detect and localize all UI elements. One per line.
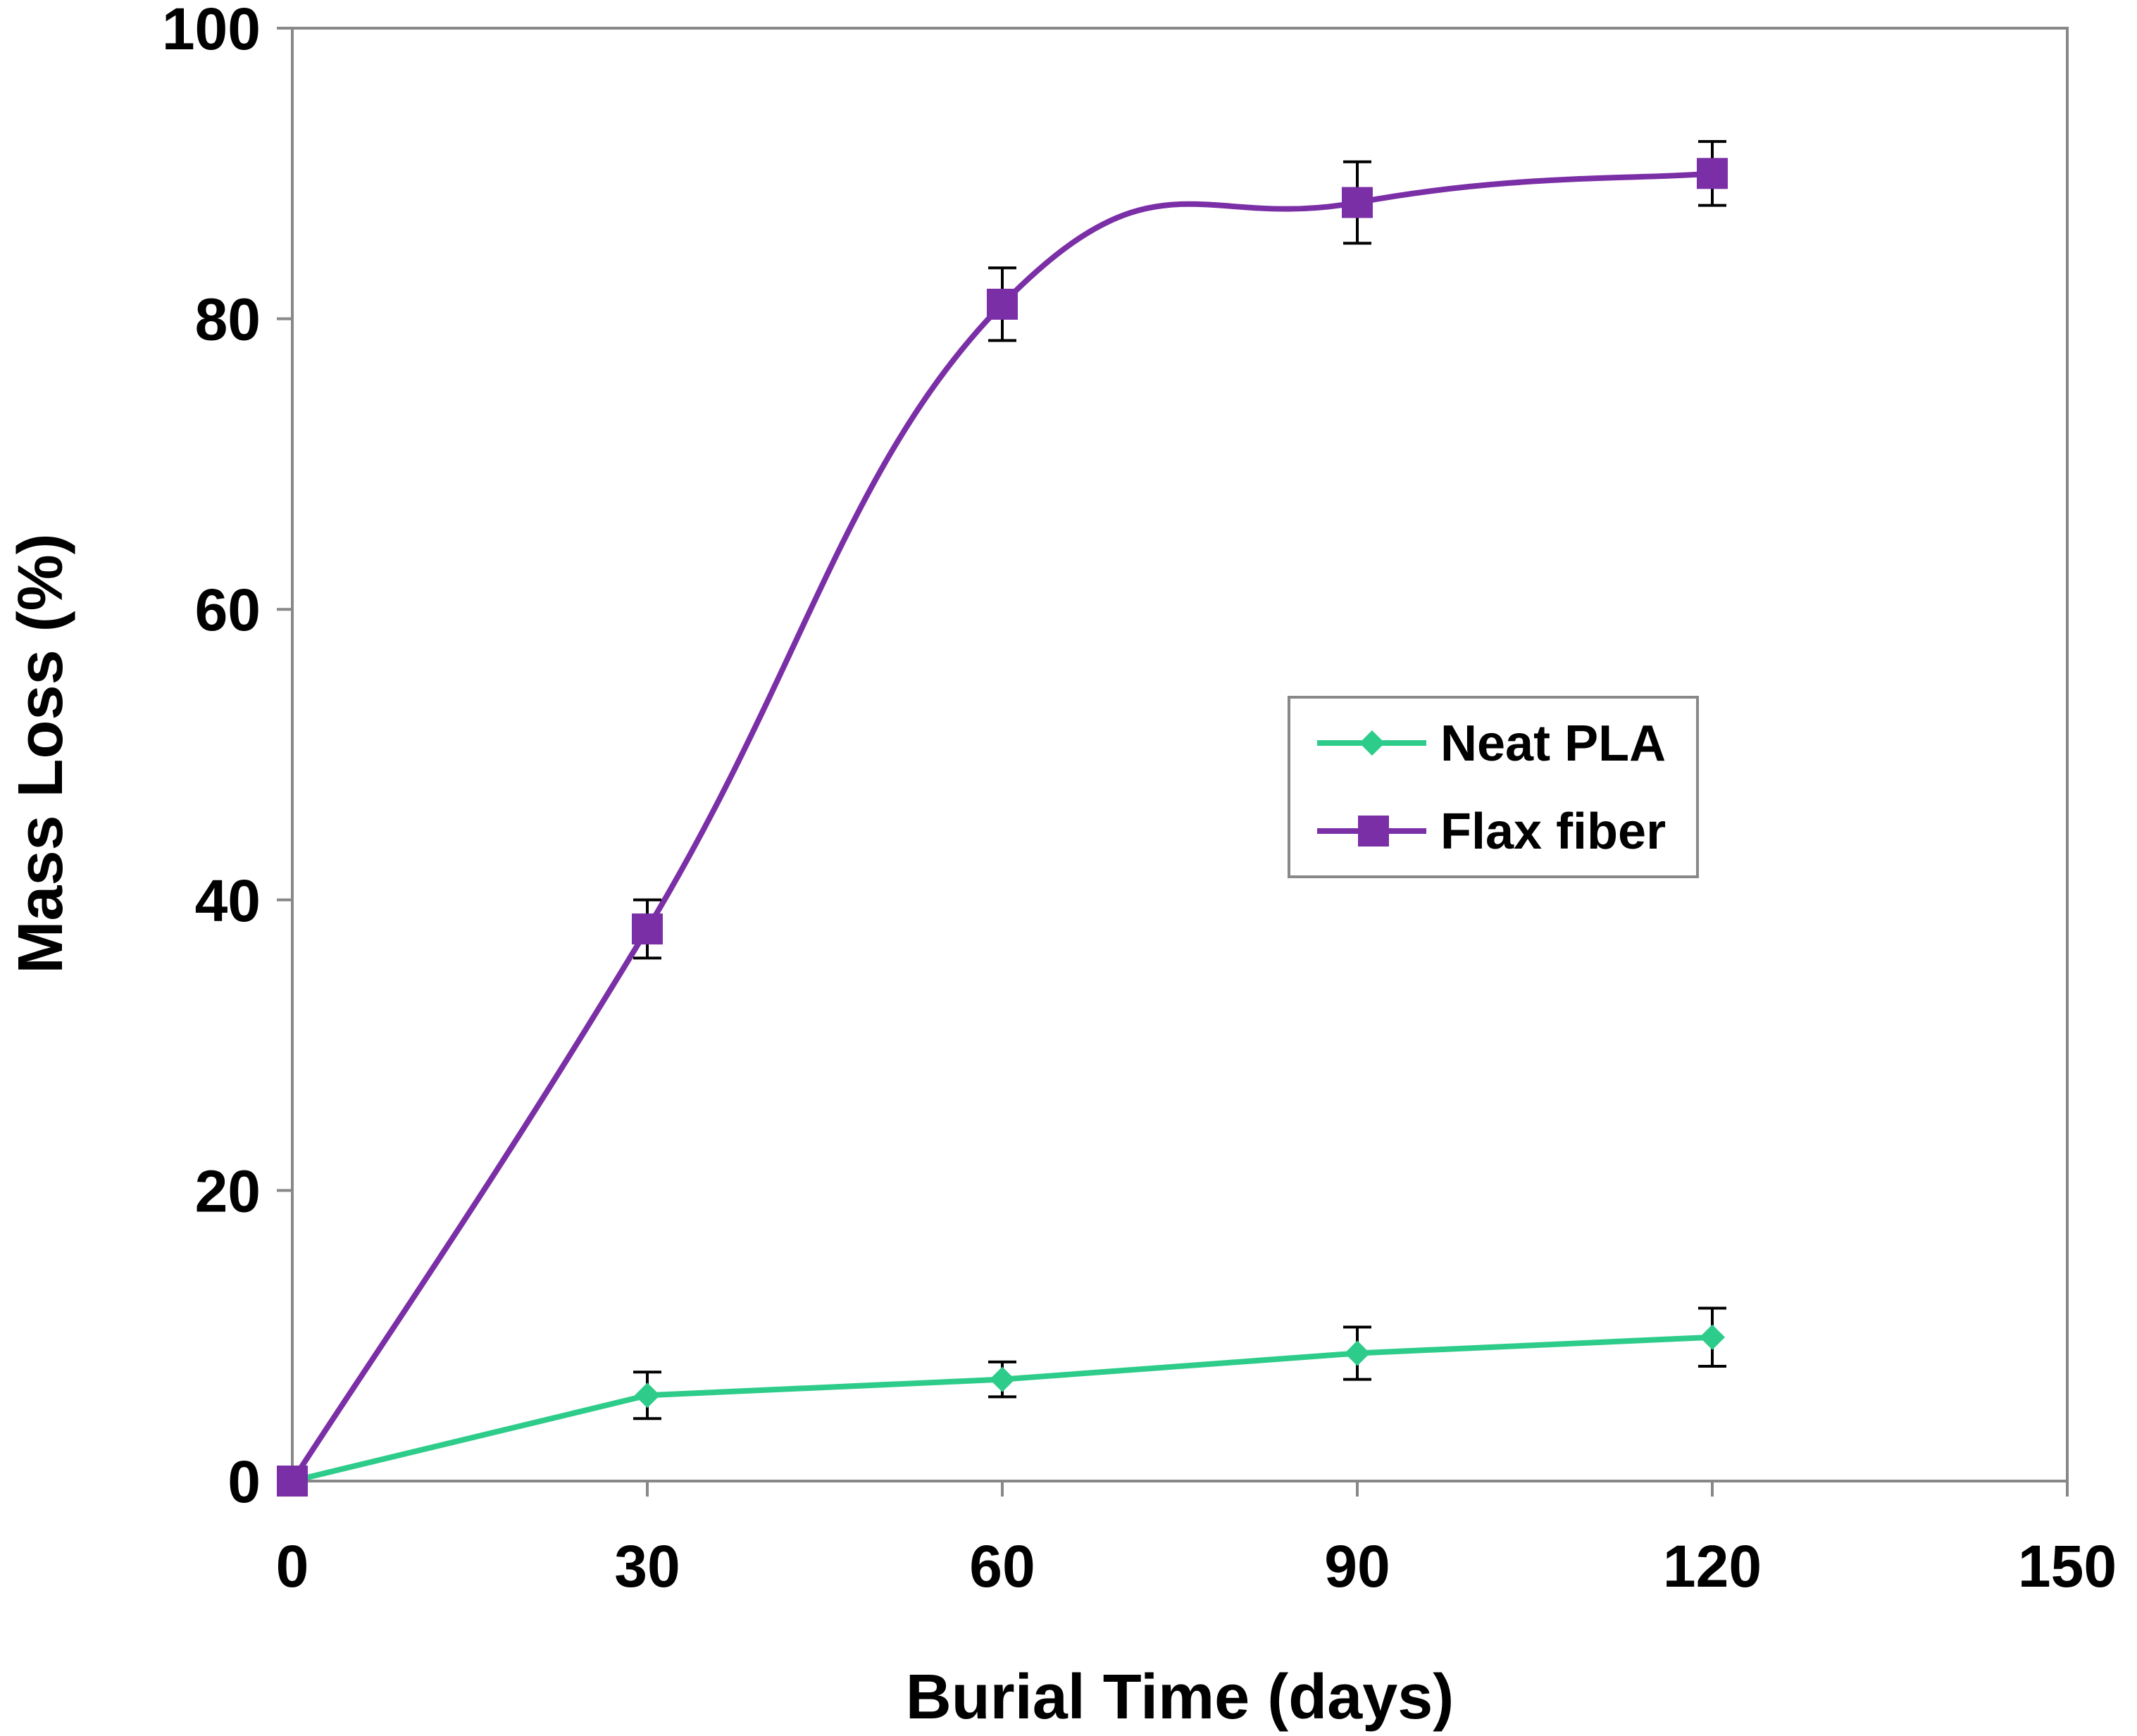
x-tick-label: 60 [969, 1533, 1035, 1599]
legend-box [1288, 696, 1699, 878]
legend: Neat PLA Flax fiber [1288, 696, 1699, 878]
x-tick-label: 90 [1324, 1533, 1390, 1599]
data-point-flax-fiber [632, 913, 663, 945]
y-axis-ticks: 0 20 40 60 80 100 [162, 0, 292, 1515]
plot-area [291, 27, 2069, 1482]
data-point-neat-pla [635, 1382, 660, 1409]
legend-label-neat-pla: Neat PLA [1440, 716, 1666, 772]
y-tick-label: 80 [195, 287, 261, 353]
data-point-flax-fiber [1342, 187, 1373, 218]
x-tick-label: 120 [1663, 1533, 1762, 1599]
y-tick-label: 0 [228, 1449, 261, 1515]
x-axis-title: Burial Time (days) [906, 1662, 1454, 1732]
data-point-neat-pla [1700, 1324, 1725, 1350]
y-tick-label: 60 [195, 577, 261, 643]
data-point-flax-fiber [1697, 158, 1728, 189]
y-tick-label: 100 [162, 0, 261, 62]
x-tick-label: 30 [614, 1533, 680, 1599]
legend-marker-neat-pla [1359, 730, 1385, 756]
legend-label-flax-fiber: Flax fiber [1440, 804, 1666, 860]
y-tick-label: 40 [195, 868, 261, 934]
x-axis-ticks: 0 30 60 90 120 150 [276, 1481, 2117, 1599]
series-layer [277, 139, 1728, 1497]
x-tick-label: 0 [276, 1533, 309, 1599]
y-tick-label: 20 [195, 1158, 261, 1224]
y-axis-title: Mass Loss (%) [6, 533, 76, 973]
data-point-neat-pla [990, 1366, 1015, 1392]
legend-marker-flax-fiber [1358, 816, 1389, 847]
data-point-flax-fiber [277, 1466, 308, 1497]
data-point-flax-fiber [987, 288, 1018, 320]
x-tick-label: 150 [2018, 1533, 2117, 1599]
data-point-neat-pla [1345, 1340, 1370, 1366]
series-line-flax-fiber [289, 170, 1713, 1483]
